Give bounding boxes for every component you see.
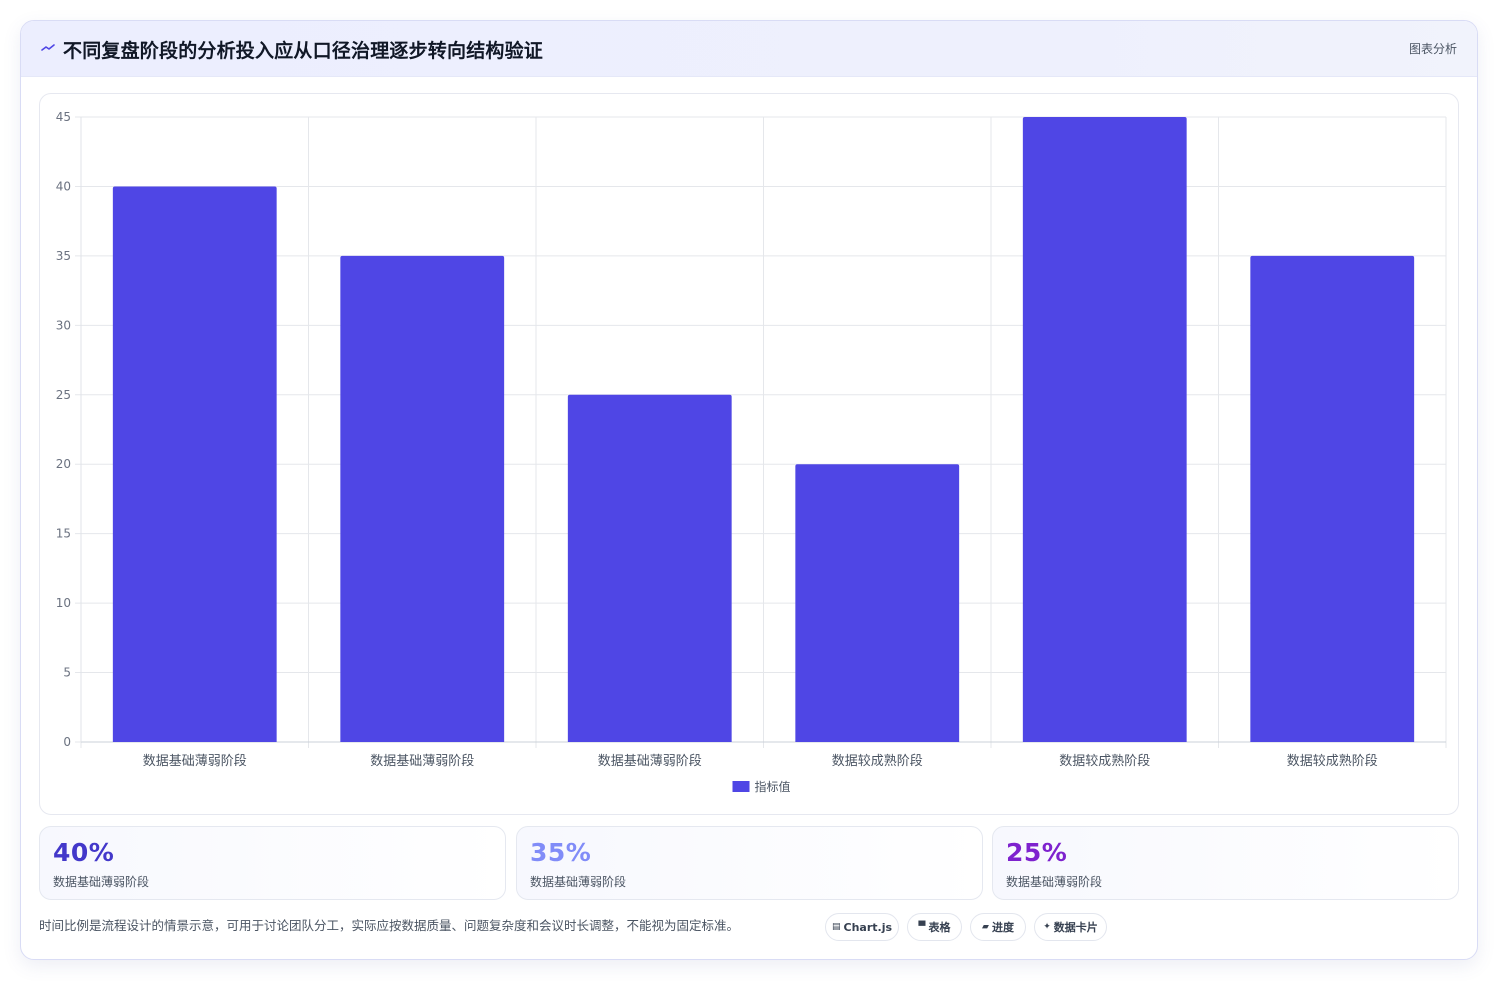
x-tick-label: 数据基础薄弱阶段 [143, 754, 247, 769]
table-chart-icon: ▤ [831, 922, 841, 932]
stat-value: 40% [53, 838, 115, 867]
y-tick-label: 40 [56, 179, 71, 193]
x-tick-label: 数据较成熟阶段 [1287, 753, 1378, 769]
stat-value: 25% [1006, 838, 1068, 867]
bar [1250, 255, 1415, 742]
legend-swatch [732, 781, 750, 792]
progress-icon: ▰ [982, 922, 989, 932]
y-tick-label: 10 [56, 596, 71, 610]
sparkle-icon: ✦ [1043, 922, 1051, 932]
pill-progress[interactable]: ▰ 进度 [970, 913, 1026, 941]
bar [340, 255, 505, 742]
stat-value: 35% [530, 838, 592, 867]
x-tick-label: 数据基础薄弱阶段 [598, 754, 702, 769]
x-tick-label: 数据较成熟阶段 [1059, 753, 1150, 769]
pill-label: 数据卡片 [1053, 921, 1098, 934]
stat-label: 数据基础薄弱阶段 [530, 875, 627, 889]
stat-card: 25% 数据基础薄弱阶段 [992, 826, 1459, 900]
stat-label: 数据基础薄弱阶段 [53, 875, 150, 889]
bar [567, 394, 732, 742]
bar [1022, 117, 1187, 742]
chart-panel: 0 5 10 15 20 25 30 35 40 45 数据基础薄弱阶段 数据基础薄弱阶段 数据基础薄弱… [39, 93, 1459, 815]
x-tick-label: 数据基础薄弱阶段 [370, 754, 474, 769]
legend-label: 指标值 [755, 779, 791, 794]
pill-chartjs[interactable]: ▤ Chart.js [825, 913, 899, 941]
pill-label: 进度 [991, 921, 1014, 934]
chart-card: 不同复盘阶段的分析投入应从口径治理逐步转向结构验证 图表分析 0 5 10 15 20 2… [20, 20, 1478, 960]
y-tick-label: 30 [56, 318, 71, 332]
bar [112, 186, 277, 742]
x-tick-label: 数据较成熟阶段 [832, 753, 923, 769]
pill-data-card[interactable]: ✦ 数据卡片 [1034, 913, 1107, 941]
stat-card: 40% 数据基础薄弱阶段 [39, 826, 506, 900]
pill-table[interactable]: ▀ 表格 [907, 913, 962, 941]
y-tick-label: 25 [56, 388, 71, 402]
card-header: 不同复盘阶段的分析投入应从口径治理逐步转向结构验证 图表分析 [21, 21, 1477, 77]
stat-card: 35% 数据基础薄弱阶段 [516, 826, 983, 900]
page-title: 不同复盘阶段的分析投入应从口径治理逐步转向结构验证 [63, 40, 544, 62]
pill-label: 表格 [928, 921, 951, 934]
y-tick-label: 15 [56, 527, 71, 541]
y-tick-label: 45 [56, 110, 71, 124]
header-tag: 图表分析 [1408, 42, 1457, 56]
table-icon: ▀ [918, 922, 926, 932]
y-tick-label: 35 [56, 249, 71, 263]
y-tick-label: 20 [56, 457, 71, 471]
bar-chart: 0 5 10 15 20 25 30 35 40 45 数据基础薄弱阶段 数据基础薄弱阶段 数据基础薄弱… [56, 110, 1447, 794]
chart-line-icon [41, 44, 55, 51]
footnote: 时间比例是流程设计的情景示意，可用于讨论团队分工，实际应按数据质量、问题复杂度和… [39, 918, 740, 933]
pill-label: Chart.js [843, 920, 893, 934]
y-tick-label: 5 [63, 666, 71, 680]
bar [795, 464, 960, 742]
stat-label: 数据基础薄弱阶段 [1006, 875, 1103, 889]
y-tick-label: 0 [63, 735, 71, 749]
